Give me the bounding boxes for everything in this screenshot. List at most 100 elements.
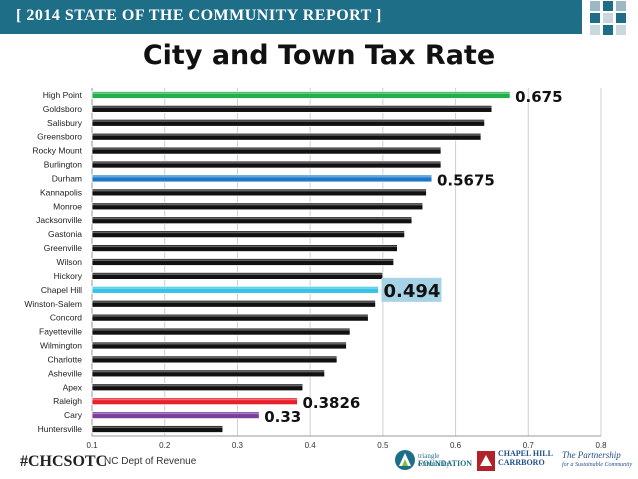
bar-high-point (91, 91, 511, 99)
category-label: Asheville (48, 368, 82, 378)
category-label: Charlotte (48, 354, 83, 364)
category-label: Greensboro (37, 132, 82, 142)
category-label: Durham (52, 173, 82, 183)
category-label: Huntersville (38, 424, 83, 434)
bar-shine (92, 106, 492, 108)
bar-fayetteville (91, 327, 351, 336)
data-label-raleigh: 0.3826 (302, 394, 360, 412)
category-label: Concord (50, 313, 82, 323)
bar-durham (91, 174, 433, 183)
category-label: Apex (63, 382, 83, 392)
category-label: Greenville (44, 243, 83, 253)
triangle-logo-line1: triangle community (418, 452, 450, 468)
category-label: Fayetteville (39, 327, 82, 337)
triangle-community-foundation-logo: triangle community FOUNDATION (394, 446, 473, 476)
category-label: Cary (64, 410, 83, 420)
category-label: Raleigh (53, 396, 82, 406)
bar-shine (92, 203, 423, 206)
bar-shine (92, 287, 379, 289)
bar-shine (92, 162, 442, 164)
chamber-of-commerce-logo: CHAPEL HILL CARRBORO (476, 446, 560, 476)
category-label: Winston-Salem (24, 299, 82, 309)
bar-shine (92, 356, 338, 359)
bar-salisbury (91, 118, 486, 127)
bar-asheville (91, 369, 326, 378)
chart-title: City and Town Tax Rate (142, 40, 496, 71)
bar-chapel-hill (91, 285, 379, 294)
data-label-durham: 0.5675 (437, 171, 495, 189)
bar-shine (92, 370, 325, 373)
x-tick-label: 0.2 (159, 441, 171, 450)
bar-concord (91, 313, 369, 322)
bar-shine (92, 217, 412, 220)
data-label-high-point: 0.675 (515, 88, 562, 106)
bar-wilson (91, 258, 395, 266)
bar-wilmington (91, 341, 347, 350)
source-note: NC Dept of Revenue (104, 456, 197, 467)
bar-monroe (91, 202, 424, 211)
bar-shine (92, 189, 427, 192)
bar-greenville (91, 244, 398, 252)
bar-greensboro (91, 132, 482, 141)
bar-cary (91, 411, 260, 420)
bar-shine (92, 273, 383, 275)
report-banner: [ 2014 STATE OF THE COMMUNITY REPORT ] (0, 0, 582, 34)
bar-shine (92, 148, 442, 150)
bar-shine (92, 412, 260, 415)
partnership-logo: The Partnership for a Sustainable Commun… (562, 446, 636, 476)
bar-huntersville (91, 425, 224, 433)
category-label: Hickory (54, 271, 83, 281)
bar-shine (92, 231, 405, 234)
bar-gastonia (91, 230, 406, 239)
banner-title: [ 2014 STATE OF THE COMMUNITY REPORT ] (16, 7, 382, 24)
bar-shine (92, 315, 369, 317)
bar-shine (92, 343, 347, 345)
category-label: Rocky Mount (32, 146, 82, 156)
data-label-cary: 0.33 (264, 408, 301, 426)
chamber-logo-line2: CARRBORO (498, 458, 545, 467)
partnership-logo-line2: for a Sustainable Community (562, 462, 633, 468)
bar-kannapolis (91, 188, 427, 197)
partnership-logo-line1: The Partnership (562, 450, 621, 460)
x-tick-label: 0.7 (523, 441, 535, 450)
bar-rocky-mount (91, 146, 442, 155)
bar-shine (92, 398, 298, 401)
chamber-logo-line1: CHAPEL HILL (498, 449, 553, 458)
bar-shine (92, 259, 394, 261)
bar-winston-salem (91, 299, 376, 308)
category-label: Jacksonville (36, 215, 82, 225)
category-label: Wilson (56, 257, 82, 267)
bar-hickory (91, 272, 384, 280)
bar-apex (91, 383, 304, 392)
tile-pattern-decoration (586, 1, 636, 35)
bar-goldsboro (91, 104, 493, 113)
bar-shine (92, 384, 303, 387)
bar-shine (92, 245, 398, 248)
bar-charlotte (91, 355, 338, 364)
category-label: Chapel Hill (41, 285, 82, 295)
x-tick-label: 0.6 (450, 441, 462, 450)
bar-shine (92, 329, 351, 331)
chamber-logo-icon (477, 451, 495, 471)
category-label: Gastonia (48, 229, 82, 239)
category-label: Goldsboro (43, 104, 82, 114)
bar-shine (92, 134, 482, 136)
category-label: Burlington (44, 160, 83, 170)
triangle-logo-line2: FOUNDATION (418, 459, 473, 468)
x-tick-label: 0.1 (86, 441, 98, 450)
x-tick-label: 0.5 (377, 441, 389, 450)
annotation-highlight-box (381, 277, 442, 302)
x-tick-label: 0.8 (595, 441, 607, 450)
category-label: Salisbury (47, 118, 83, 128)
triangle-logo-icon (395, 450, 415, 470)
bar-jacksonville (91, 216, 413, 225)
bar-burlington (91, 160, 442, 169)
bar-raleigh (91, 397, 298, 406)
x-tick-label: 0.4 (305, 441, 317, 450)
category-label: Kannapolis (40, 187, 82, 197)
x-tick-label: 0.3 (232, 441, 244, 450)
bar-shine (92, 301, 376, 303)
bar-shine (92, 426, 223, 429)
category-label: Wilmington (40, 341, 82, 351)
